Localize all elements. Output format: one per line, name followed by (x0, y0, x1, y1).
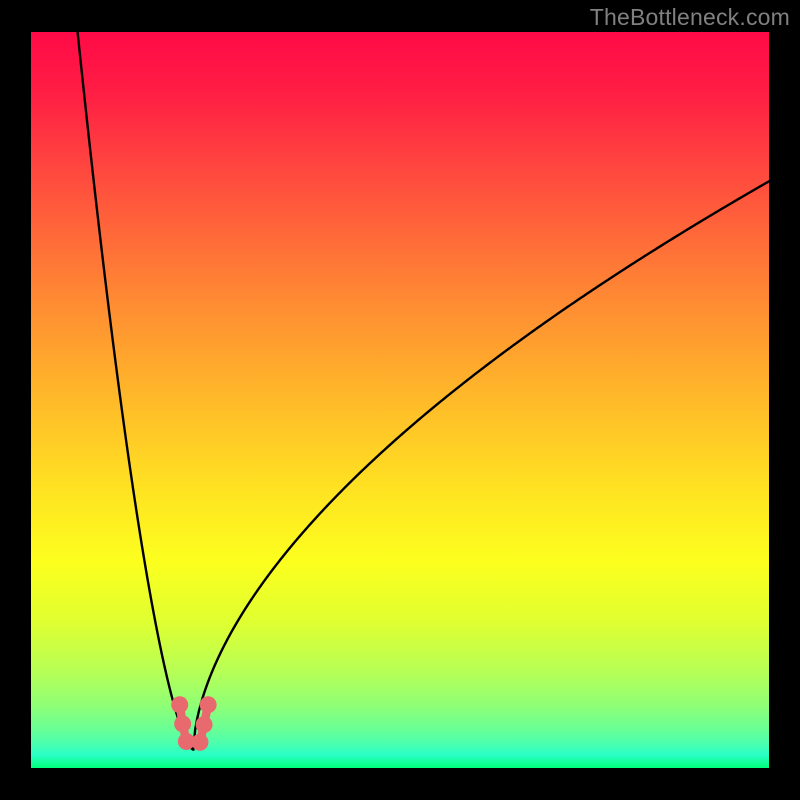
chart-svg (31, 32, 769, 768)
watermark-text: TheBottleneck.com (590, 4, 790, 31)
plot-area (31, 32, 769, 768)
gradient-background (31, 32, 769, 768)
